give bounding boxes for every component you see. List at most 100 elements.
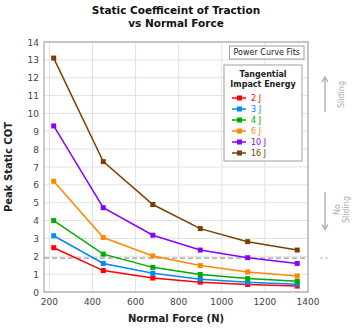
- tick-label: 3: [33, 234, 39, 244]
- legend-label: 3 J: [251, 105, 261, 114]
- data-point: [198, 272, 203, 277]
- data-point: [101, 261, 106, 266]
- grid-line: [44, 59, 308, 60]
- data-point: [295, 273, 300, 278]
- grid-line: [49, 42, 50, 292]
- tick-label: 400: [84, 297, 101, 307]
- tick-label: 800: [170, 297, 187, 307]
- annotation: Power Curve Fits: [234, 48, 300, 57]
- tick-label: 13: [28, 55, 39, 65]
- legend-title: TangentialImpact Energy: [230, 70, 296, 89]
- tick-label: 9: [33, 127, 39, 137]
- text-line: Tangential: [239, 70, 286, 79]
- data-point: [245, 270, 250, 275]
- reference-line: [44, 258, 308, 259]
- data-point: [150, 265, 155, 270]
- series-line: [54, 181, 298, 276]
- legend-swatch-marker: [237, 140, 242, 145]
- annotation: Sliding: [337, 81, 346, 108]
- tick-label: 14: [28, 38, 40, 48]
- data-point: [295, 279, 300, 284]
- sliding-arrow: [324, 77, 325, 112]
- data-point: [150, 271, 155, 276]
- grid-line: [44, 256, 308, 257]
- data-point: [51, 56, 56, 61]
- data-point: [51, 123, 56, 128]
- grid-line: [44, 184, 308, 185]
- data-point: [101, 205, 106, 210]
- series-line: [54, 58, 298, 250]
- legend-label: 16 J: [251, 149, 266, 158]
- text-line: No: [333, 204, 342, 215]
- legend-label: 4 J: [251, 116, 261, 125]
- grid-line: [135, 42, 136, 292]
- tick-label: 600: [127, 297, 144, 307]
- data-point: [150, 202, 155, 207]
- no-sliding-arrow: [324, 192, 325, 230]
- data-point: [198, 263, 203, 268]
- grid-line: [44, 238, 308, 239]
- data-point: [295, 248, 300, 253]
- legend-label: 2 J: [251, 94, 261, 103]
- legend-label: 6 J: [251, 127, 261, 136]
- data-point: [51, 179, 56, 184]
- legend-swatch-marker: [237, 96, 242, 101]
- data-point: [101, 159, 106, 164]
- y-axis-label: Peak Static COT: [3, 122, 14, 212]
- data-point: [150, 233, 155, 238]
- tick-label: 1400: [297, 297, 320, 307]
- tick-label: 1000: [210, 297, 233, 307]
- legend-swatch-marker: [237, 151, 242, 156]
- annotation-box: [230, 46, 304, 59]
- text-line: Static Coefficeint of Traction: [92, 4, 260, 16]
- text-line: Sliding: [337, 81, 346, 108]
- grid-line: [92, 42, 93, 292]
- data-point: [198, 277, 203, 282]
- legend-swatch-marker: [237, 107, 242, 112]
- chart: 0123456789101112131420040060080010001200…: [0, 0, 355, 335]
- tick-label: 1200: [253, 297, 276, 307]
- text-line: Impact Energy: [230, 80, 296, 89]
- series-line: [54, 126, 298, 263]
- tick-label: 8: [33, 145, 39, 155]
- grid-line: [44, 220, 308, 221]
- data-point: [101, 252, 106, 257]
- legend: TangentialImpact Energy 2 J 3 J 4 J 6 J 10 J 1…: [224, 65, 302, 161]
- title: Static Coefficeint of Tractionvs Normal …: [92, 4, 260, 29]
- data-point: [198, 226, 203, 231]
- tick-label: 4: [33, 216, 39, 226]
- data-point: [51, 233, 56, 238]
- data-point: [51, 245, 56, 250]
- grid-line: [44, 167, 308, 168]
- tick-label: 200: [41, 297, 58, 307]
- tick-label: 2: [33, 252, 39, 262]
- legend-swatch-marker: [237, 118, 242, 123]
- plot-area: [44, 56, 308, 289]
- x-axis-label: Normal Force (N): [128, 313, 224, 324]
- tick-label: 7: [33, 163, 39, 173]
- tick-label: 12: [28, 73, 39, 83]
- reference-marker: [320, 258, 330, 259]
- data-point: [245, 276, 250, 281]
- data-point: [295, 261, 300, 266]
- data-point: [51, 218, 56, 223]
- data-point: [101, 268, 106, 273]
- tick-label: 11: [28, 91, 39, 101]
- tick-label: 1: [33, 270, 39, 280]
- text-line: vs Normal Force: [128, 17, 224, 29]
- data-point: [101, 235, 106, 240]
- tick-label: 0: [33, 288, 39, 298]
- series-line: [54, 221, 298, 282]
- data-point: [245, 255, 250, 260]
- grid-line: [44, 202, 308, 203]
- legend-box: [224, 65, 302, 161]
- data-point: [245, 239, 250, 244]
- annotation: NoSliding: [333, 196, 351, 223]
- tick-label: 5: [33, 198, 39, 208]
- tick-label: 10: [28, 109, 40, 119]
- plot-frame: [44, 42, 308, 292]
- data-point: [198, 248, 203, 253]
- tick-label: 6: [33, 180, 39, 190]
- legend-label: 10 J: [251, 138, 266, 147]
- grid-line: [221, 42, 222, 292]
